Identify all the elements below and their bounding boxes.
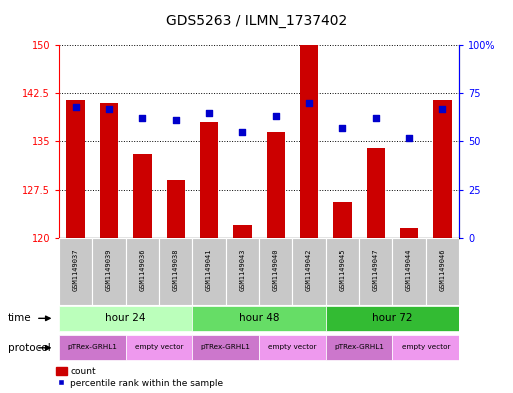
Bar (59, 238, 92, 305)
Point (305, 100, 313, 106)
Point (271, 113, 280, 119)
Text: empty vector: empty vector (135, 344, 183, 350)
Text: GDS5263 / ILMN_1737402: GDS5263 / ILMN_1737402 (166, 14, 347, 28)
Point (238, 129, 246, 135)
Bar (400, 228, 418, 238)
Bar (100, 103, 118, 238)
Bar (67, 100, 85, 238)
Bar (133, 154, 151, 238)
Point (71, 104, 80, 110)
Text: hour 24: hour 24 (106, 313, 146, 323)
Bar (226, 238, 259, 305)
Text: time: time (8, 313, 31, 323)
Bar (392, 238, 426, 305)
Bar (259, 335, 326, 360)
Text: GSM1149041: GSM1149041 (206, 249, 212, 291)
Text: pTRex-GRHL1: pTRex-GRHL1 (334, 344, 384, 350)
Point (405, 134, 413, 141)
Bar (59, 306, 192, 331)
Bar (326, 306, 459, 331)
Bar (333, 202, 351, 238)
Bar (259, 238, 292, 305)
Text: hour 48: hour 48 (239, 313, 279, 323)
Bar (233, 225, 251, 238)
Point (105, 106, 113, 112)
Text: GSM1149045: GSM1149045 (340, 249, 345, 291)
Text: GSM1149039: GSM1149039 (106, 249, 112, 291)
Text: GSM1149036: GSM1149036 (140, 249, 145, 291)
Bar (192, 335, 259, 360)
Bar (367, 148, 385, 238)
Bar (159, 238, 192, 305)
Bar (433, 100, 451, 238)
Point (371, 115, 380, 121)
Bar (326, 238, 359, 305)
Bar (426, 238, 459, 305)
Bar (292, 238, 326, 305)
Text: GSM1149044: GSM1149044 (406, 249, 412, 291)
Text: GSM1149038: GSM1149038 (173, 249, 179, 291)
Bar (126, 238, 159, 305)
Bar (192, 238, 226, 305)
Point (171, 117, 180, 123)
Bar (126, 335, 192, 360)
Text: protocol: protocol (8, 343, 50, 353)
Text: empty vector: empty vector (402, 344, 450, 350)
Text: empty vector: empty vector (268, 344, 317, 350)
Text: GSM1149042: GSM1149042 (306, 249, 312, 291)
Bar (92, 238, 126, 305)
Text: pTRex-GRHL1: pTRex-GRHL1 (67, 344, 117, 350)
Legend: count, percentile rank within the sample: count, percentile rank within the sample (56, 367, 223, 388)
Bar (392, 335, 459, 360)
Text: GSM1149047: GSM1149047 (373, 249, 379, 291)
Bar (267, 132, 285, 238)
Point (205, 110, 213, 116)
Point (338, 125, 346, 131)
Bar (300, 45, 318, 238)
Text: GSM1149040: GSM1149040 (273, 249, 279, 291)
Text: pTRex-GRHL1: pTRex-GRHL1 (201, 344, 251, 350)
Text: GSM1149043: GSM1149043 (240, 249, 245, 291)
Text: GSM1149037: GSM1149037 (73, 249, 78, 291)
Point (438, 106, 446, 112)
Text: hour 72: hour 72 (372, 313, 412, 323)
Point (138, 115, 147, 121)
Bar (192, 306, 326, 331)
Bar (59, 335, 126, 360)
Bar (167, 180, 185, 238)
Bar (200, 122, 218, 238)
Bar (326, 335, 392, 360)
Bar (359, 238, 392, 305)
Text: GSM1149046: GSM1149046 (440, 249, 445, 291)
